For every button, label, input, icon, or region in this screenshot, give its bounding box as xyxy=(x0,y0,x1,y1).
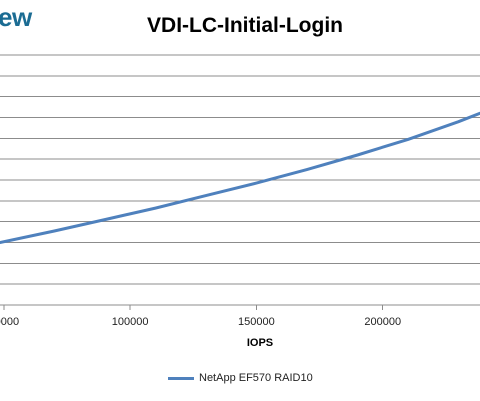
x-tick-label: 100000 xyxy=(112,316,149,328)
x-tick-label: 150000 xyxy=(238,316,275,328)
brand-logo-fragment: ew xyxy=(0,2,32,32)
x-tick-label: 200000 xyxy=(364,316,401,328)
legend-label: NetApp EF570 RAID10 xyxy=(199,372,313,384)
legend-swatch xyxy=(168,376,194,380)
chart-title: VDI-LC-Initial-Login xyxy=(147,14,343,37)
legend: NetApp EF570 RAID10 xyxy=(168,372,313,384)
x-tick-label: 50000 xyxy=(0,316,19,328)
series-line xyxy=(0,111,480,244)
x-axis-label: IOPS xyxy=(246,337,274,349)
